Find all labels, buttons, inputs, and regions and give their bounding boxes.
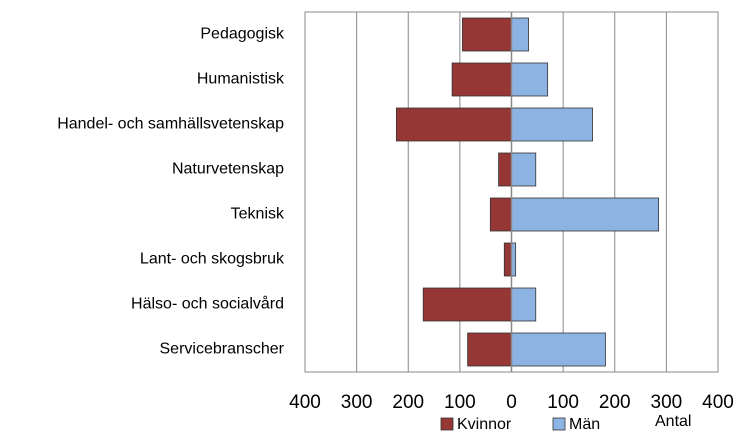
- bar: [451, 62, 512, 97]
- category-label: Lant- och skogsbruk: [140, 251, 285, 268]
- bar: [422, 287, 512, 322]
- category-label: Humanistisk: [197, 71, 285, 88]
- bar: [511, 287, 537, 322]
- bar: [511, 152, 537, 187]
- x-tick-label: 200: [392, 392, 424, 413]
- x-tick-label: 300: [341, 392, 373, 413]
- category-label: Servicebranscher: [160, 341, 285, 358]
- x-tick-label: 0: [506, 392, 517, 413]
- x-axis-label: Antal: [655, 413, 691, 430]
- x-tick-label: 100: [547, 392, 579, 413]
- category-label: Pedagogisk: [200, 26, 285, 43]
- bar: [511, 332, 606, 367]
- x-tick-label: 200: [599, 392, 631, 413]
- bar: [462, 17, 512, 52]
- category-label: Naturvetenskap: [172, 161, 284, 178]
- x-tick-label: 400: [702, 392, 734, 413]
- bar: [395, 107, 512, 142]
- x-tick-label: 300: [651, 392, 683, 413]
- category-label: Hälso- och socialvård: [131, 295, 284, 313]
- legend-swatch: [440, 417, 454, 431]
- category-label: Teknisk: [231, 206, 285, 223]
- bar: [489, 197, 512, 232]
- bar: [511, 17, 529, 52]
- x-tick-label: 100: [444, 392, 476, 413]
- x-tick-label: 400: [289, 392, 321, 413]
- bar: [498, 152, 512, 187]
- bar: [503, 242, 512, 277]
- bar: [467, 332, 512, 367]
- bar: [511, 197, 660, 232]
- bar: [511, 107, 593, 142]
- category-label: Handel- och samhällsvetenskap: [57, 116, 284, 133]
- bar: [511, 62, 549, 97]
- legend-swatch: [552, 417, 566, 431]
- legend-label: Män: [569, 416, 600, 432]
- legend-label: Kvinnor: [457, 416, 512, 432]
